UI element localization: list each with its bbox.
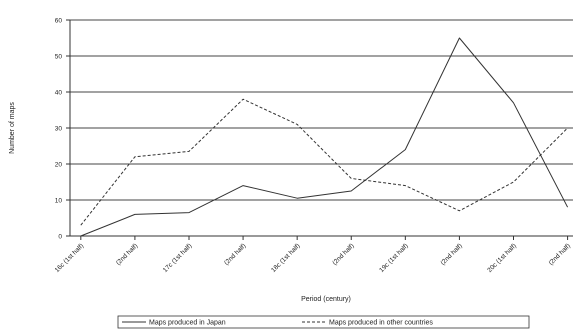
series-line-japan — [80, 37, 569, 237]
y-axis-ticks: 0 10 20 30 40 50 60 — [55, 18, 70, 241]
x-tick-label: (2nd half) — [548, 242, 572, 266]
series-line-other-countries — [80, 98, 568, 226]
y-tick-label: 20 — [55, 162, 63, 169]
axes — [69, 20, 573, 237]
y-tick-label: 10 — [55, 198, 63, 205]
x-tick-label: 20c (1st half) — [486, 242, 518, 274]
y-axis-title: Number of maps — [9, 102, 16, 154]
legend-label-other: Maps produced in other countries — [329, 320, 433, 327]
x-axis-title: Period (century) — [301, 296, 351, 303]
legend-label-japan: Maps produced in Japan — [149, 320, 226, 327]
y-tick-label: 0 — [58, 234, 62, 241]
x-tick-label: 18c (1st half) — [270, 242, 302, 274]
x-tick-label: 19c (1st half) — [378, 242, 410, 274]
y-tick-label: 30 — [55, 126, 63, 133]
x-axis-ticks: 16c (1st half) (2nd half) 17c (1st half) (2… — [54, 236, 572, 274]
x-tick-label: (2nd half) — [331, 242, 355, 266]
x-tick-label: 16c (1st half) — [54, 242, 86, 274]
x-tick-label: (2nd half) — [115, 242, 139, 266]
x-tick-label: 17c (1st half) — [162, 242, 194, 274]
legend: Maps produced in Japan Maps produced in … — [117, 315, 530, 329]
y-tick-label: 50 — [55, 54, 63, 61]
y-tick-label: 60 — [55, 18, 63, 25]
x-tick-label: (2nd half) — [439, 242, 463, 266]
gridlines — [70, 19, 573, 201]
y-tick-label: 40 — [55, 90, 63, 97]
series-lines — [80, 37, 569, 237]
x-tick-label: (2nd half) — [223, 242, 247, 266]
